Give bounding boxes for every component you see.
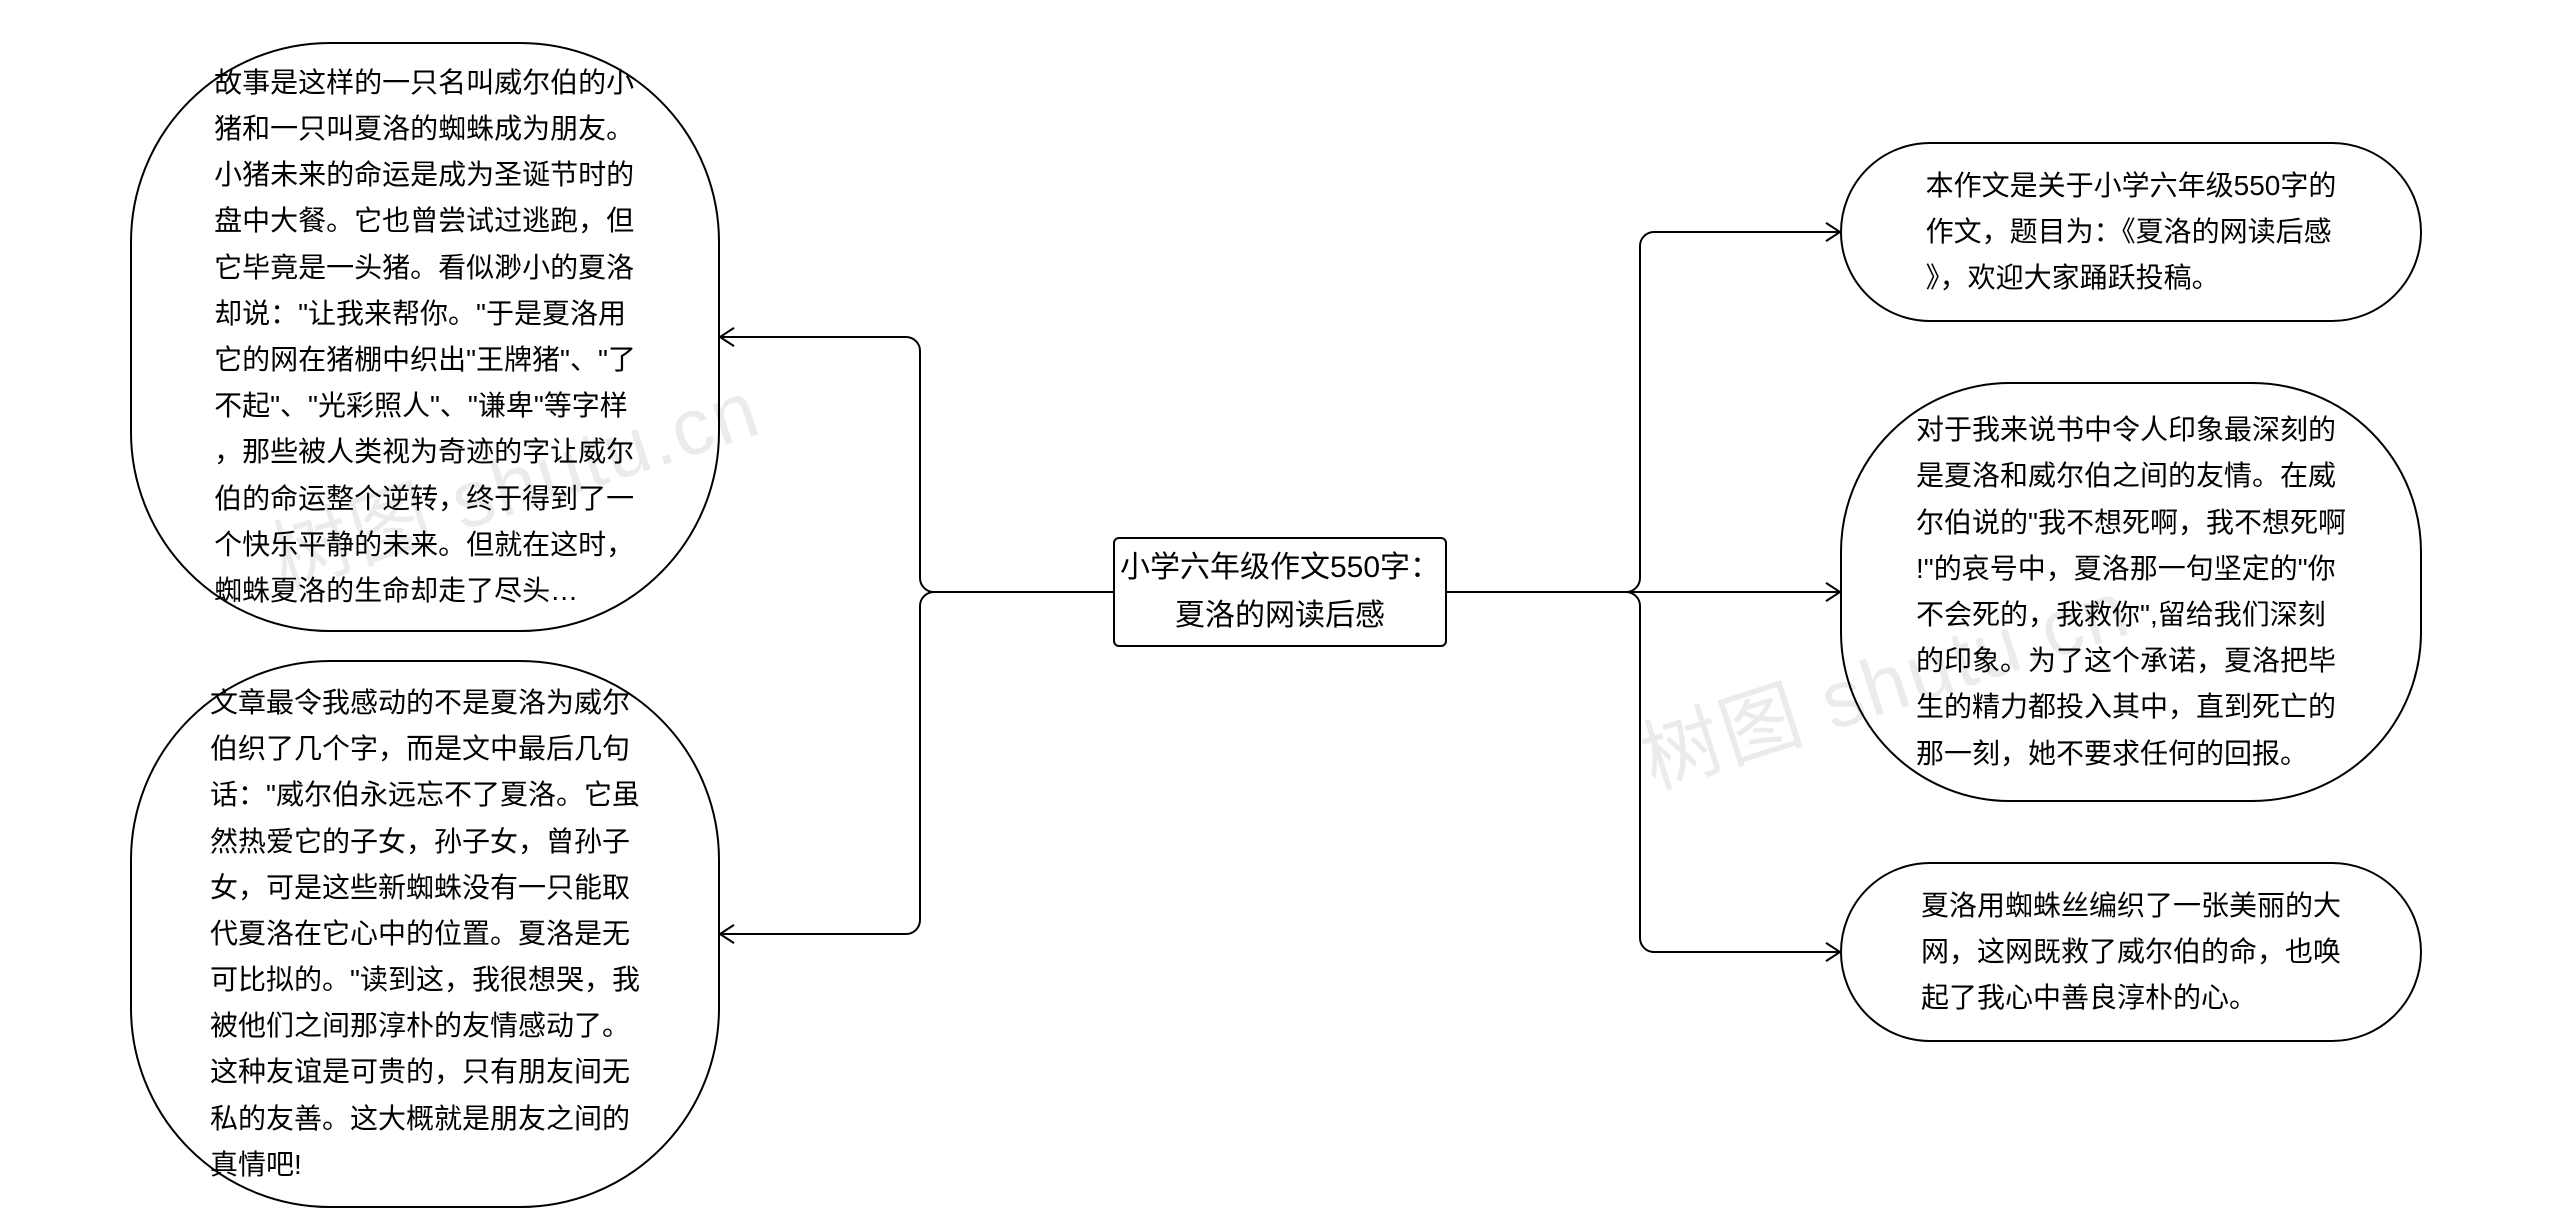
center-node: 小学六年级作文550字： 夏洛的网读后感 [1113, 537, 1447, 647]
leaf-text: 故事是这样的一只名叫威尔伯的小 猪和一只叫夏洛的蜘蛛成为朋友。 小猪未来的命运是… [214, 60, 636, 614]
leaf-right-3: 夏洛用蜘蛛丝编织了一张美丽的大 网，这网既救了威尔伯的命，也唤 起了我心中善良淳… [1840, 862, 2422, 1042]
leaf-text: 对于我来说书中令人印象最深刻的 是夏洛和威尔伯之间的友情。在威 尔伯说的"我不想… [1916, 407, 2346, 777]
center-text: 小学六年级作文550字： 夏洛的网读后感 [1120, 544, 1440, 640]
leaf-text: 本作文是关于小学六年级550字的 作文，题目为：《夏洛的网读后感 》，欢迎大家踊… [1926, 163, 2337, 302]
leaf-right-2: 对于我来说书中令人印象最深刻的 是夏洛和威尔伯之间的友情。在威 尔伯说的"我不想… [1840, 382, 2422, 802]
leaf-left-bottom: 文章最令我感动的不是夏洛为威尔 伯织了几个字，而是文中最后几句 话："威尔伯永远… [130, 660, 720, 1208]
leaf-text: 文章最令我感动的不是夏洛为威尔 伯织了几个字，而是文中最后几句 话："威尔伯永远… [210, 680, 640, 1188]
leaf-left-top: 故事是这样的一只名叫威尔伯的小 猪和一只叫夏洛的蜘蛛成为朋友。 小猪未来的命运是… [130, 42, 720, 632]
mindmap-canvas: 小学六年级作文550字： 夏洛的网读后感 故事是这样的一只名叫威尔伯的小 猪和一… [0, 0, 2560, 1208]
leaf-text: 夏洛用蜘蛛丝编织了一张美丽的大 网，这网既救了威尔伯的命，也唤 起了我心中善良淳… [1921, 883, 2341, 1022]
leaf-right-1: 本作文是关于小学六年级550字的 作文，题目为：《夏洛的网读后感 》，欢迎大家踊… [1840, 142, 2422, 322]
